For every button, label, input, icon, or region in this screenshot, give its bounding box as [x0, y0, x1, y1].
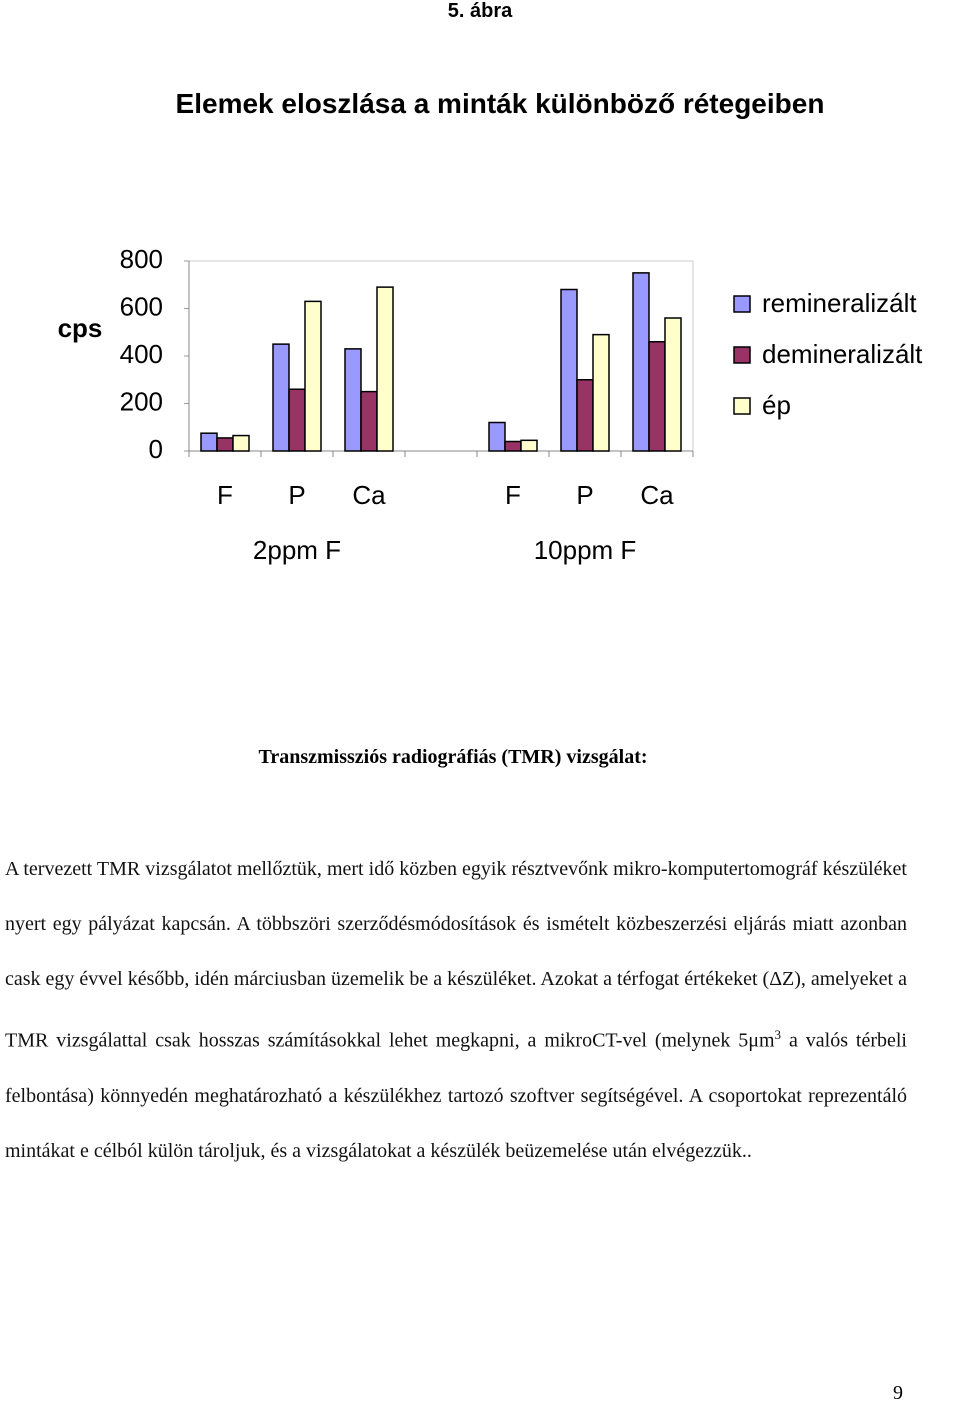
legend-swatch [733, 295, 751, 313]
legend-swatch [733, 397, 751, 415]
bar [520, 439, 538, 452]
bar [216, 437, 234, 452]
legend-label: ép [762, 390, 791, 420]
y-axis-label: cps [58, 313, 103, 343]
y-tick-label: 0 [149, 434, 163, 464]
bar [376, 286, 394, 452]
bar [560, 288, 578, 452]
x-tick-label: P [288, 480, 305, 510]
bar [272, 343, 290, 452]
paragraph: A tervezett TMR vizsgálatot mellőztük, m… [5, 842, 907, 1179]
legend-label: remineralizált [762, 288, 917, 318]
bar [504, 440, 522, 452]
figure-label: 5. ábra [447, 0, 513, 22]
y-tick-label: 600 [120, 291, 163, 321]
bar [304, 300, 322, 452]
bar [200, 432, 218, 452]
superscript: 3 [774, 1027, 782, 1042]
x-tick-label: F [217, 480, 233, 510]
x-tick-label: F [505, 480, 521, 510]
bar [576, 379, 594, 452]
x-tick-label: Ca [352, 480, 386, 510]
x-tick-label: Ca [640, 480, 674, 510]
group-label: 2ppm F [253, 535, 341, 565]
group-label: 10ppm F [534, 535, 637, 565]
text: A tervezett TMR vizsgálatot mellőztük, m… [5, 858, 907, 1052]
bar [592, 333, 610, 452]
y-tick-label: 200 [120, 386, 163, 416]
bar [232, 434, 250, 452]
bar [344, 348, 362, 452]
chart-title: Elemek eloszlása a minták különböző réte… [175, 88, 825, 119]
bar [664, 317, 682, 452]
y-tick-label: 800 [120, 244, 163, 274]
bar [632, 272, 650, 452]
chart: cps 0 200 400 600 800 F P Ca F P Ca 2ppm F 10ppm F re… [58, 244, 924, 565]
legend-swatch [733, 346, 751, 364]
x-tick-label: P [576, 480, 593, 510]
bar [488, 421, 506, 452]
bar [288, 388, 306, 452]
legend-label: demineralizált [762, 339, 923, 369]
y-tick-label: 400 [120, 339, 163, 369]
bar [360, 390, 378, 452]
bar [648, 341, 666, 452]
section-heading: Transzmissziós radiográfiás (TMR) vizsgá… [258, 746, 648, 768]
text: a valós térbeli felbontása) könnyedén me… [5, 1029, 907, 1162]
page-number: 9 [893, 1382, 903, 1404]
